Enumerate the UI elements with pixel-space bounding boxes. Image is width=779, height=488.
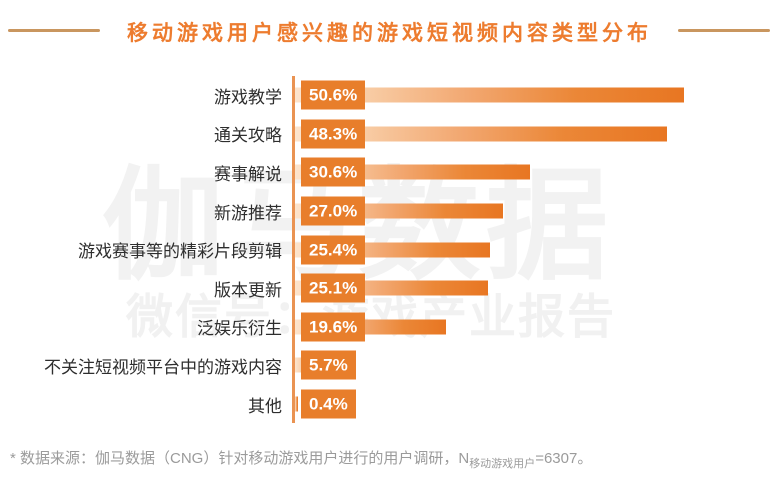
- bar-track: 25.1%: [292, 268, 695, 308]
- source-note-n-value: =6307。: [535, 450, 593, 467]
- title-left-dash: [8, 29, 100, 32]
- category-label: 游戏赛事等的精彩片段剪辑: [78, 242, 282, 262]
- bar-track: 50.6%: [292, 76, 695, 115]
- category-label: 赛事解说: [214, 164, 282, 184]
- bar-track: 30.6%: [292, 153, 695, 192]
- bar-row: 赛事解说 30.6%: [0, 153, 695, 192]
- bar-rows: 游戏教学 50.6% 通关攻略 48.3% 赛事解说 30.6% 新游推荐 27…: [0, 76, 695, 424]
- value-box: 30.6%: [301, 157, 366, 187]
- bar-row: 版本更新 25.1%: [0, 268, 695, 308]
- bar-track: 48.3%: [292, 114, 695, 154]
- bar-row: 游戏赛事等的精彩片段剪辑 25.4%: [0, 230, 695, 269]
- value-box: 0.4%: [301, 389, 356, 419]
- bar-track: 25.4%: [292, 230, 695, 269]
- source-note-text: * 数据来源：伽马数据（CNG）针对移动游戏用户进行的用户调研，N: [10, 450, 470, 467]
- bar: [295, 126, 667, 142]
- bar-track: 27.0%: [292, 191, 695, 231]
- value-box: 27.0%: [301, 196, 366, 226]
- category-label: 不关注短视频平台中的游戏内容: [44, 357, 282, 377]
- bar-row: 不关注短视频平台中的游戏内容 5.7%: [0, 346, 695, 385]
- category-label: 版本更新: [214, 280, 282, 300]
- bar-track: 5.7%: [292, 346, 695, 385]
- category-label: 泛娱乐衍生: [197, 319, 282, 339]
- category-label: 游戏教学: [214, 87, 282, 107]
- bar-row: 游戏教学 50.6%: [0, 76, 695, 115]
- title-right-dash: [678, 29, 770, 32]
- value-box: 48.3%: [301, 119, 366, 149]
- bar-row: 泛娱乐衍生 19.6%: [0, 307, 695, 347]
- source-note: * 数据来源：伽马数据（CNG）针对移动游戏用户进行的用户调研，N移动游戏用户=…: [10, 447, 592, 470]
- category-label: 通关攻略: [214, 126, 282, 146]
- bar-track: 0.4%: [292, 384, 695, 424]
- bar: [295, 87, 685, 103]
- bar-row: 新游推荐 27.0%: [0, 191, 695, 231]
- bar-row: 通关攻略 48.3%: [0, 114, 695, 154]
- value-box: 19.6%: [301, 312, 366, 342]
- source-note-subscript: 移动游戏用户: [469, 458, 536, 470]
- bar-track: 19.6%: [292, 307, 695, 347]
- category-label: 新游推荐: [214, 203, 282, 223]
- value-box: 25.1%: [301, 273, 366, 303]
- bar: [295, 396, 299, 412]
- value-box: 5.7%: [301, 350, 356, 380]
- category-label: 其他: [248, 396, 282, 416]
- value-box: 25.4%: [301, 235, 366, 265]
- bar-row: 其他 0.4%: [0, 384, 695, 424]
- chart-title: 移动游戏用户感兴趣的游戏短视频内容类型分布: [127, 22, 652, 45]
- value-box: 50.6%: [301, 80, 366, 110]
